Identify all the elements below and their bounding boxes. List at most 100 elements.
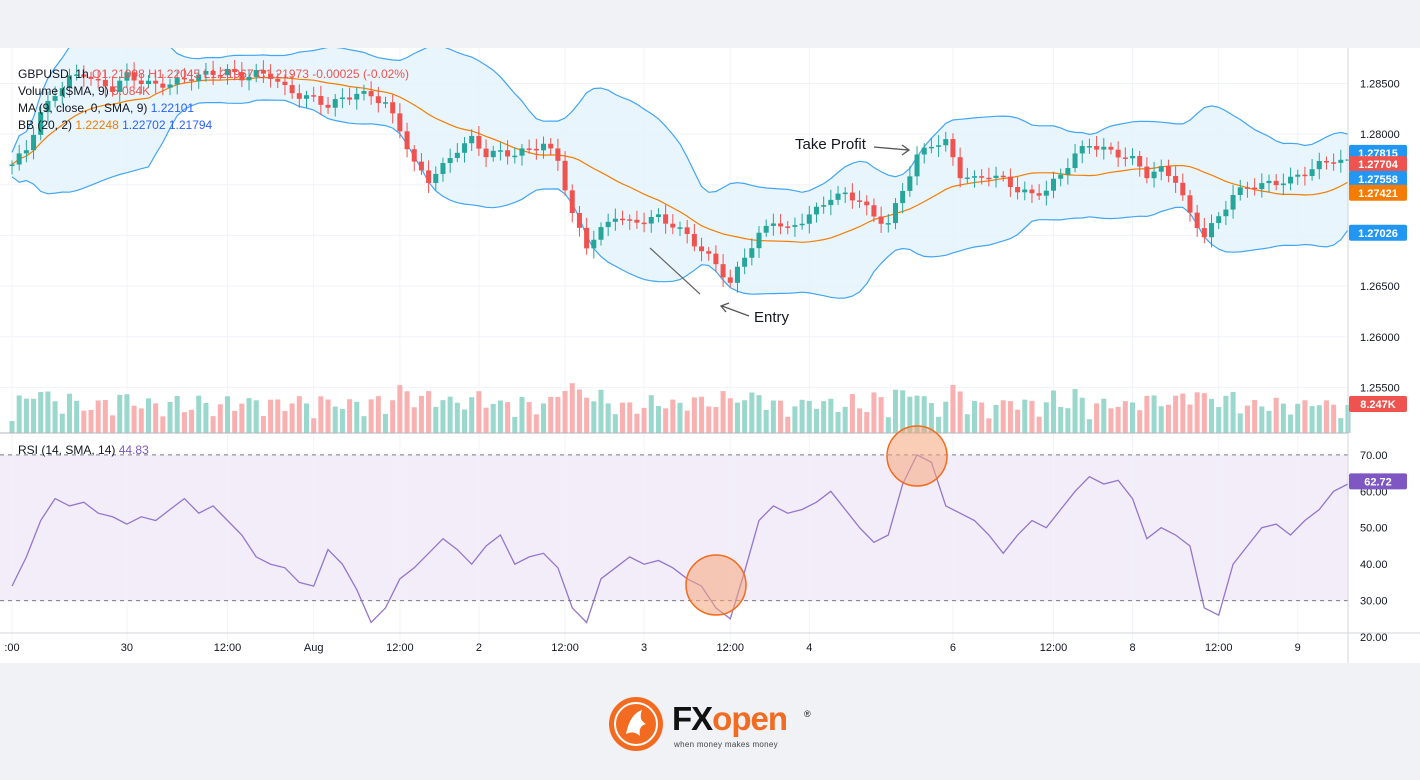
volume-bar (892, 389, 898, 433)
volume-bar (332, 406, 338, 433)
volume-bar (1316, 405, 1322, 433)
volume-bar (1072, 389, 1078, 433)
volume-bar (382, 413, 389, 433)
candle-body (224, 68, 230, 76)
rsi-tick-label: 20.00 (1360, 632, 1388, 644)
candle-body (1065, 168, 1071, 175)
volume-bar (605, 403, 611, 433)
candle-body (1216, 216, 1222, 224)
candle-body (907, 176, 913, 191)
volume-bar (1094, 403, 1100, 433)
legend-volume-value: 5.084K (112, 84, 151, 98)
brand-name-a: FX (672, 700, 713, 737)
candle-body (677, 227, 683, 229)
candle-body (390, 102, 396, 114)
candle-body (1173, 175, 1179, 183)
candle-body (1309, 169, 1315, 177)
volume-bar (505, 402, 511, 433)
fxopen-logo-icon (609, 697, 663, 751)
volume-bar (354, 401, 360, 433)
candle-body (9, 164, 15, 167)
volume-bar (232, 410, 238, 433)
volume-bar (311, 418, 317, 433)
price-tick-label: 1.26000 (1360, 332, 1400, 344)
price-tag: 1.27558 (1358, 174, 1398, 186)
volume-bar (490, 403, 496, 433)
candle-body (541, 143, 547, 151)
price-tag-bg (1349, 184, 1407, 201)
take-profit-label: Take Profit (795, 136, 867, 153)
volume-bar (634, 413, 640, 433)
volume-bars (9, 383, 1351, 433)
volume-bar (189, 409, 195, 433)
legend-bb-up: 1.22702 (122, 118, 166, 132)
candle-body (612, 218, 618, 222)
candle-body (1237, 187, 1243, 196)
volume-bar (1194, 392, 1200, 433)
candle-body (813, 206, 819, 215)
candle-body (268, 73, 274, 79)
volume-bar (684, 410, 690, 433)
candle-body (792, 225, 798, 227)
candle-body (691, 233, 697, 247)
candle-body (404, 131, 410, 150)
volume-bar (447, 396, 453, 433)
candle-body (979, 176, 985, 178)
volume-bar (555, 396, 561, 433)
volume-bar (23, 398, 29, 433)
time-tick-label: 12:00 (717, 642, 745, 654)
volume-bar (1108, 408, 1114, 433)
rsi-tick-label: 70.00 (1360, 450, 1388, 462)
volume-bar (253, 400, 259, 433)
candle-body (627, 219, 633, 221)
candle-body (720, 264, 726, 278)
candle-body (871, 205, 877, 217)
volume-bar (1252, 400, 1258, 433)
volume-bar (907, 396, 913, 433)
volume-bar (806, 400, 812, 433)
time-tick-label: 4 (806, 642, 812, 654)
volume-bar (1237, 413, 1243, 433)
volume-bar (1079, 397, 1085, 433)
candle-body (232, 68, 238, 73)
volume-tag: 8.247K (1360, 399, 1396, 411)
volume-bar (411, 407, 417, 433)
candle-body (426, 170, 432, 184)
candle-body (799, 223, 805, 226)
volume-bar (612, 414, 618, 433)
volume-bar (749, 392, 755, 433)
volume-bar (1058, 407, 1064, 433)
candle-body (857, 200, 863, 202)
volume-bar (655, 406, 661, 433)
volume-bar (160, 416, 166, 433)
volume-bar (1065, 408, 1071, 433)
legend-ma: MA (9, close, 0, SMA, 9) (18, 101, 148, 115)
candle-body (584, 227, 590, 249)
volume-bar (734, 402, 740, 433)
candle-body (641, 222, 647, 225)
candle-body (311, 95, 317, 97)
candle-body (469, 135, 475, 144)
candle-body (842, 192, 848, 195)
volume-bar (74, 400, 80, 433)
volume-bar (1130, 402, 1136, 433)
volume-bar (828, 398, 834, 433)
volume-bar (1137, 410, 1143, 433)
volume-bar (1280, 403, 1286, 433)
candle-body (260, 69, 266, 74)
candle-body (210, 71, 216, 75)
candle-body (88, 76, 94, 79)
candle-body (131, 72, 137, 81)
grid (0, 48, 1348, 648)
volume-bar (1050, 390, 1057, 433)
candle-body (476, 135, 482, 149)
rsi-dashes (0, 454, 1348, 602)
candle-body (138, 80, 144, 85)
volume-bar (497, 400, 503, 433)
candle-body (555, 148, 561, 161)
candle-body (655, 214, 661, 218)
candle-body (957, 157, 963, 179)
chart-legend: GBPUSD, 1h O1.21998 H1.22045 L1.21967 C1… (18, 66, 409, 134)
candle-body (483, 148, 489, 158)
volume-bar (670, 399, 676, 433)
